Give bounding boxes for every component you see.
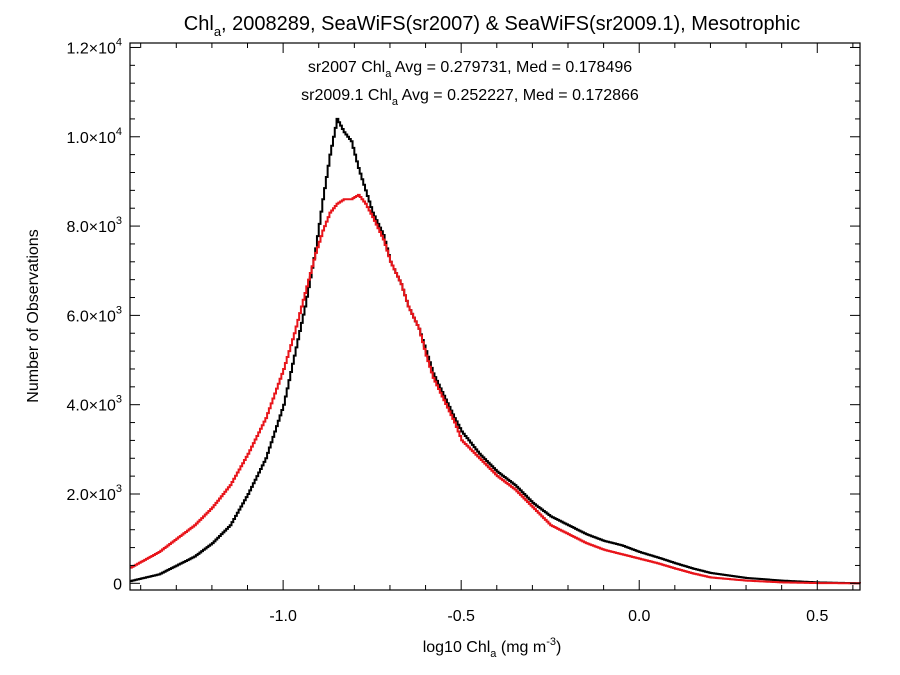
series-line-1: [130, 193, 861, 585]
axis-ticks: [130, 43, 860, 590]
annotation-sr2009-1: sr2009.1 Chla Avg = 0.252227, Med = 0.17…: [301, 87, 639, 108]
plot-lines: [130, 117, 861, 585]
chart-title: Chla, 2008289, SeaWiFS(sr2007) & SeaWiFS…: [184, 13, 800, 39]
x-tick-label: 0.5: [806, 608, 828, 625]
y-tick-labels: 0 2.0×103 4.0×103 6.0×103 8.0×103 1.0×104 1.2×…: [66, 36, 122, 593]
series-line-0: [130, 117, 861, 585]
x-tick-label: -0.5: [447, 608, 475, 625]
y-tick-label: 6.0×103: [66, 304, 122, 325]
y-tick-label: 4.0×103: [66, 394, 122, 415]
y-tick-label: 2.0×103: [66, 483, 122, 504]
y-tick-label: 8.0×103: [66, 215, 122, 236]
x-axis-label: log10 Chla (mg m-3): [423, 636, 562, 660]
x-tick-label: 0.0: [628, 608, 650, 625]
y-tick-label: 0: [113, 576, 122, 593]
plot-frame: [129, 42, 861, 591]
annotation-sr2007: sr2007 Chla Avg = 0.279731, Med = 0.1784…: [308, 59, 632, 80]
y-tick-label: 1.2×104: [66, 36, 122, 57]
x-tick-label: -1.0: [269, 608, 297, 625]
x-tick-labels: -1.0 -0.5 0.0 0.5: [269, 608, 828, 625]
y-axis-label: Number of Observations: [25, 229, 42, 402]
y-tick-label: 1.0×104: [66, 126, 122, 147]
